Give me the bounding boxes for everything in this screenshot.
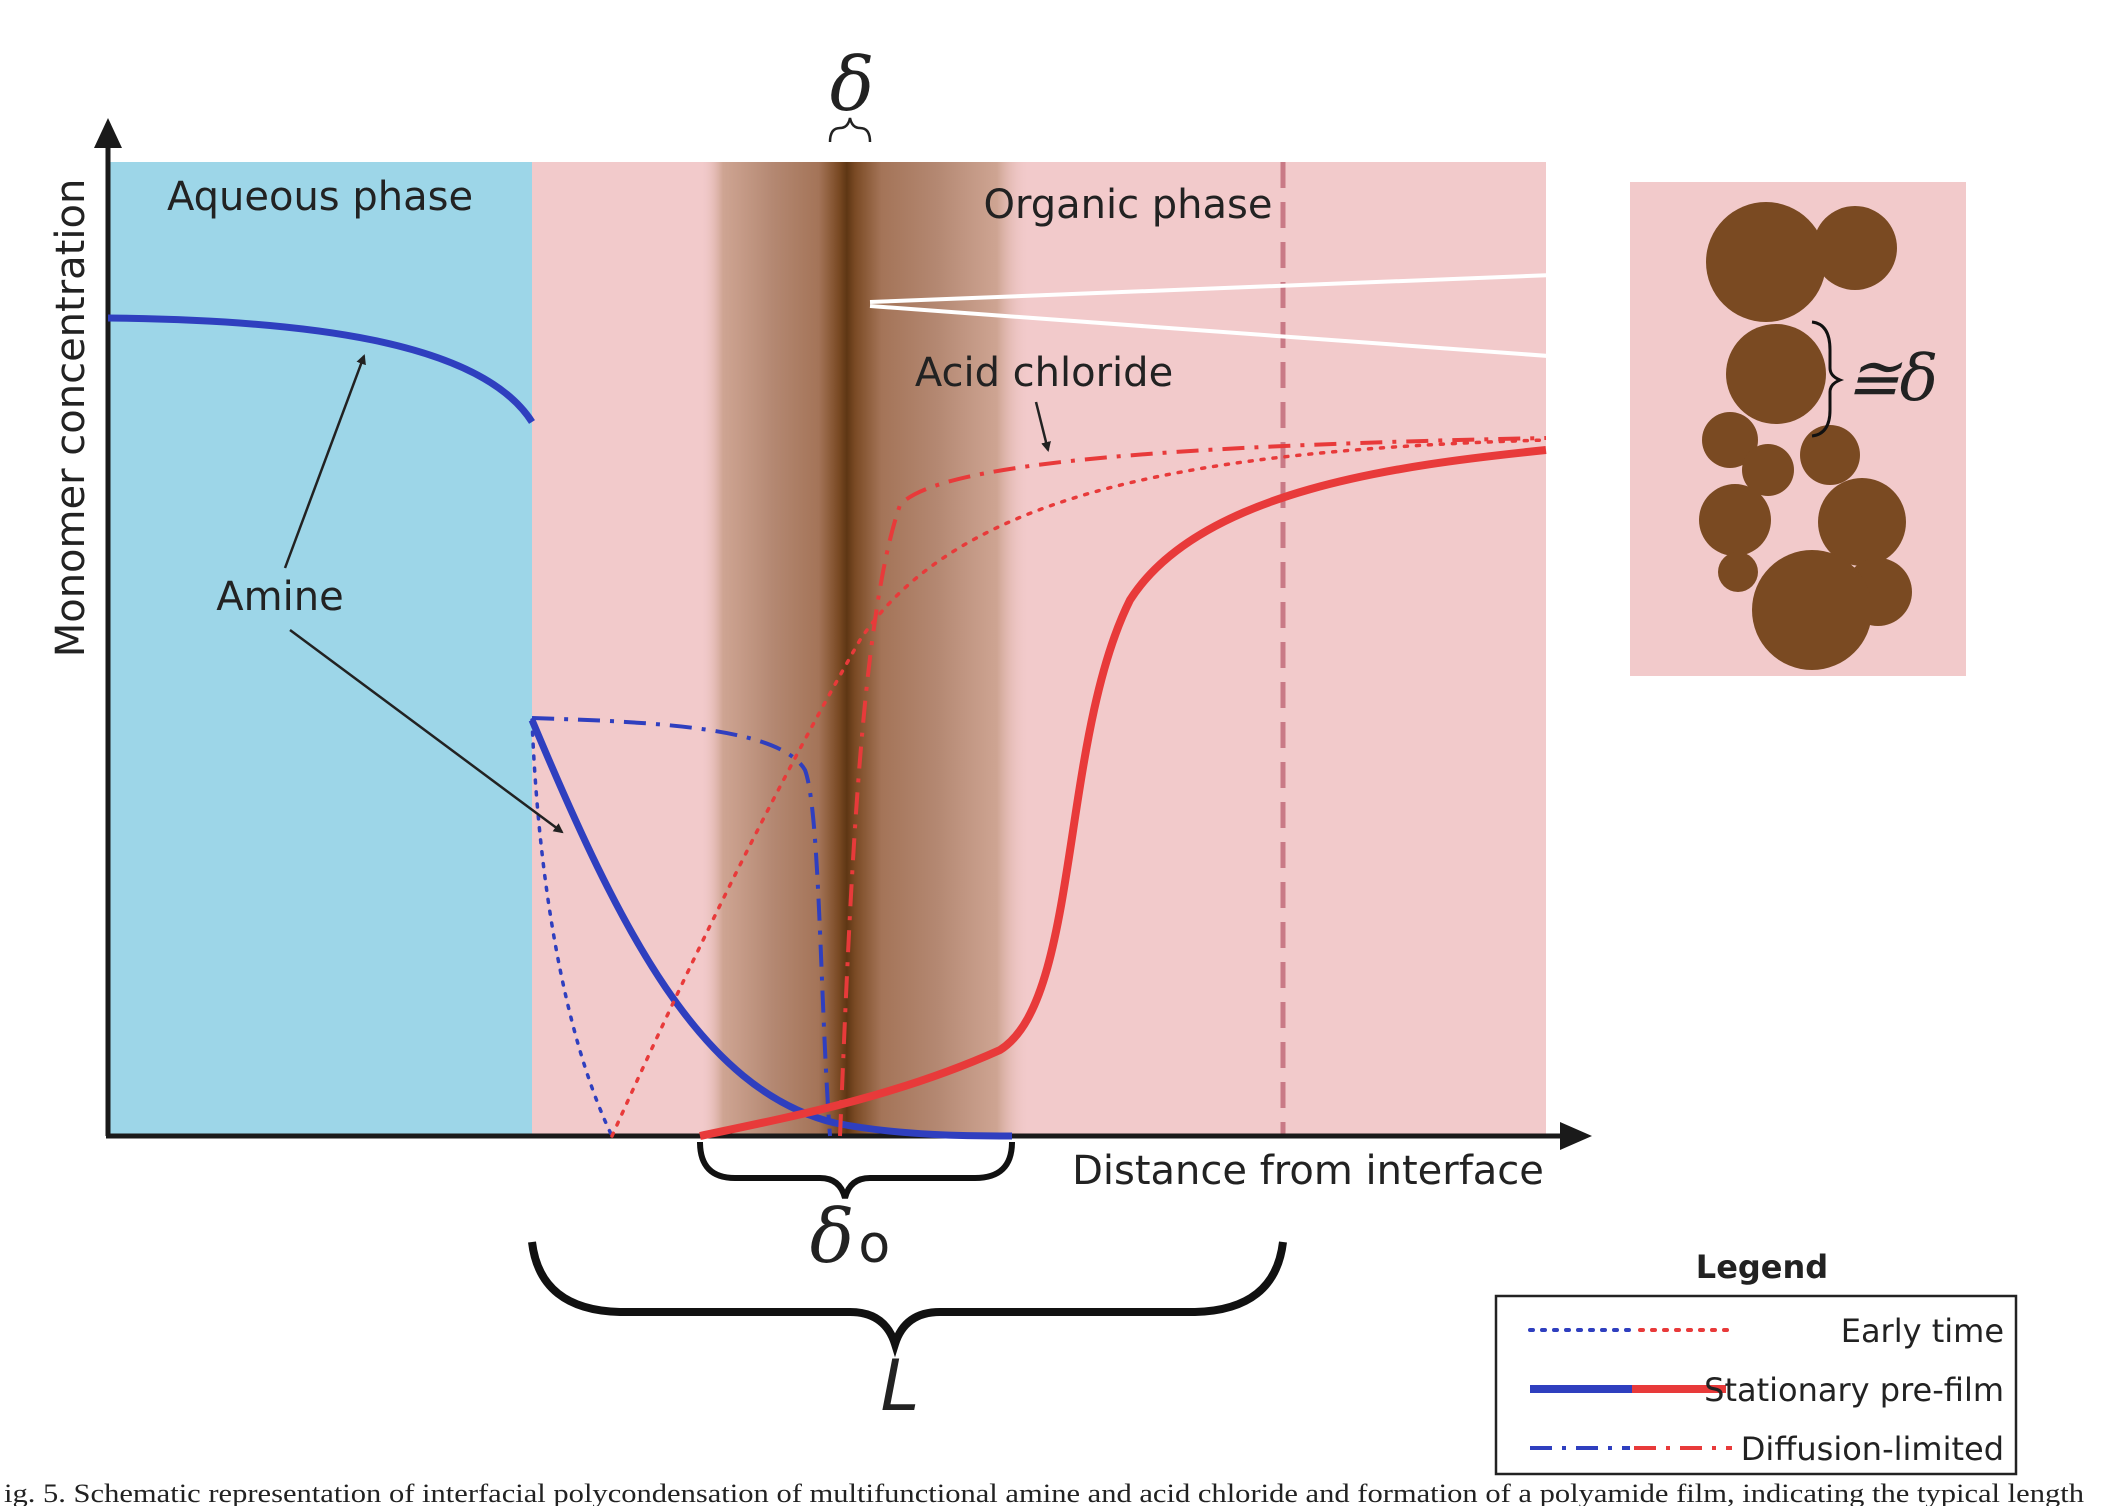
- delta0-symbol: δo: [810, 1194, 890, 1280]
- legend-diffusion-label: Diffusion-limited: [1741, 1430, 2004, 1468]
- particle: [1752, 550, 1872, 670]
- amine-diffusion-limited-dashdot-curve: [531, 716, 832, 1137]
- particle: [1813, 206, 1897, 290]
- acid-chloride-label: Acid chloride: [915, 350, 1173, 396]
- approx-delta-label: ≅δ: [1846, 342, 1938, 416]
- particle: [1699, 484, 1771, 556]
- amine-label: Amine: [216, 574, 343, 620]
- amine-pointer-upper: [283, 354, 366, 569]
- x-axis-arrowhead: [1560, 1122, 1592, 1150]
- x-axis-label: Distance from interface: [1072, 1148, 1544, 1194]
- polyamide-film-band: [700, 162, 1030, 1136]
- y-axis-arrowhead: [94, 118, 122, 148]
- aqueous-phase-label: Aqueous phase: [167, 174, 473, 220]
- y-axis-label: Monomer concentration: [48, 179, 94, 658]
- delta-brace-top: [828, 117, 872, 143]
- amine-stationary-solid-curve: [528, 718, 1013, 1140]
- zoom-line-upper: [869, 270, 1631, 304]
- acid-stationary-solid-curve: [699, 446, 1547, 1140]
- legend-title: Legend: [1696, 1248, 1828, 1286]
- particle: [1818, 478, 1906, 566]
- legend-stationary-label: Stationary pre-film: [1704, 1371, 2004, 1409]
- organic-phase-label: Organic phase: [983, 182, 1272, 228]
- acid-diffusion-limited-dashdot-curve: [838, 436, 1547, 1137]
- delta0-subscript: o: [858, 1215, 890, 1275]
- particle: [1742, 444, 1794, 496]
- legend-early-time-label: Early time: [1841, 1312, 2004, 1350]
- legend: Legend Early time Stationary pre-film Di…: [1494, 1248, 2018, 1476]
- particle-inset: ≅δ: [1630, 182, 1966, 676]
- amine-early-time-dotted-curve: [530, 718, 614, 1138]
- aqueous-phase-region: [108, 162, 532, 1136]
- amine-aqueous-solid-curve: [107, 314, 535, 424]
- delta-symbol-top: δ: [830, 42, 875, 128]
- particle: [1726, 324, 1826, 424]
- particle: [1718, 552, 1758, 592]
- zoom-line-lower: [869, 304, 1631, 364]
- amine-pointer-lower: [289, 628, 564, 834]
- figure-caption: ig. 5. Schematic representation of inter…: [4, 1479, 2084, 1506]
- length-brace: [528, 1241, 1287, 1358]
- particle-size-brace: [1811, 320, 1845, 438]
- particle: [1800, 425, 1860, 485]
- particle: [1706, 202, 1826, 322]
- delta0-brace: [697, 1141, 1015, 1199]
- particle: [1702, 412, 1758, 468]
- length-symbol: L: [881, 1345, 920, 1427]
- acid-chloride-pointer: [1034, 401, 1051, 452]
